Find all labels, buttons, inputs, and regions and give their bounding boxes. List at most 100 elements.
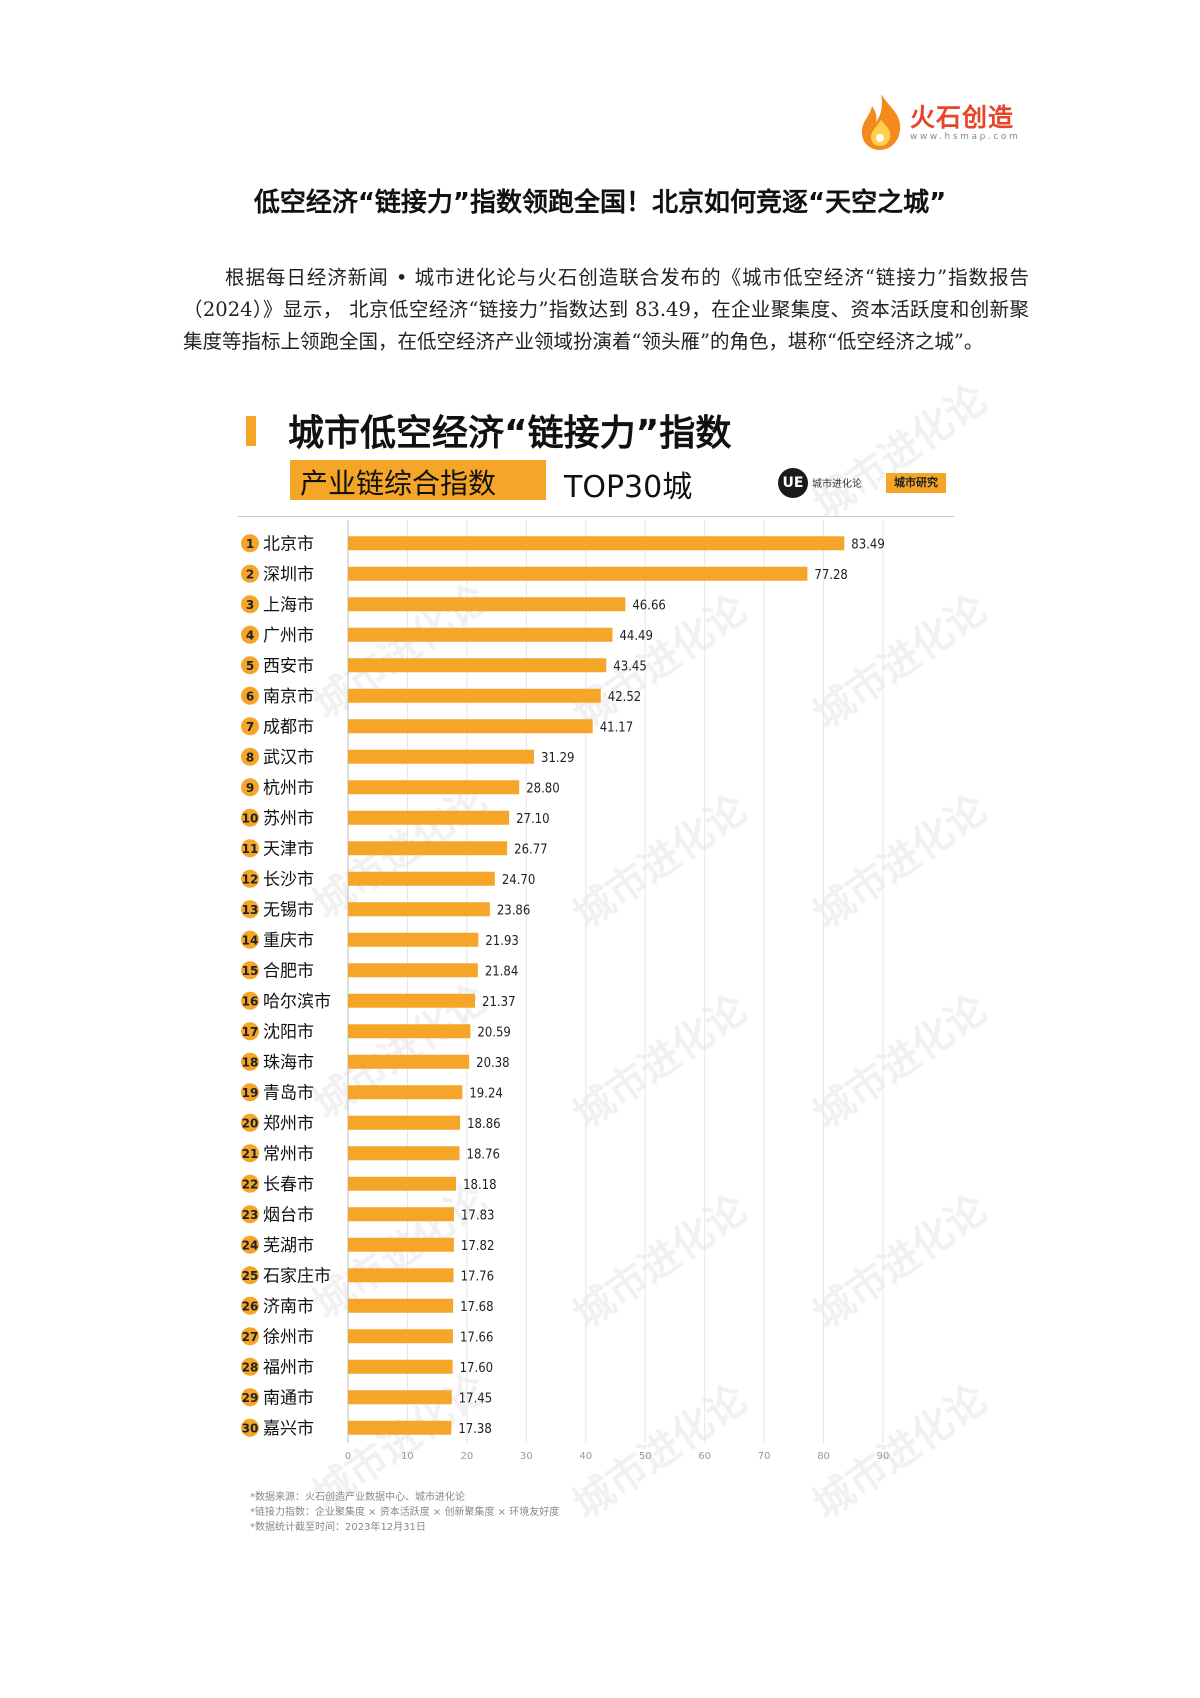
rank-number: 20 (242, 1116, 259, 1130)
city-label: 珠海市 (263, 1053, 314, 1073)
chart-subtitle: 产业链综合指数 (300, 467, 497, 500)
value-label: 23.86 (497, 903, 530, 918)
city-label: 芜湖市 (263, 1236, 314, 1256)
rank-number: 23 (242, 1208, 259, 1222)
rank-number: 5 (246, 659, 254, 673)
city-label: 武汉市 (263, 748, 314, 768)
city-label: 北京市 (263, 534, 314, 554)
logo-url: www.hsmap.com (910, 132, 1021, 142)
city-label: 郑州市 (263, 1114, 314, 1134)
city-label: 烟台市 (263, 1205, 314, 1225)
rank-number: 10 (242, 811, 259, 825)
value-label: 17.38 (458, 1422, 491, 1437)
value-label: 28.80 (526, 781, 559, 796)
rank-badge (241, 839, 259, 858)
city-label: 济南市 (263, 1297, 314, 1317)
rank-number: 21 (242, 1147, 259, 1161)
city-label: 南京市 (263, 687, 314, 707)
bar (348, 963, 478, 978)
flame-logo-icon (861, 94, 901, 150)
rank-badge (241, 1418, 259, 1437)
x-tick-label: 60 (698, 1451, 711, 1462)
value-label: 17.60 (460, 1361, 493, 1376)
city-label: 福州市 (263, 1358, 314, 1378)
city-label: 青岛市 (263, 1083, 314, 1103)
bar (348, 993, 476, 1008)
footnote: *数据统计截至时间：2023年12月31日 (250, 1522, 426, 1533)
bar (348, 1268, 454, 1283)
city-label: 常州市 (263, 1144, 314, 1164)
rank-badge (241, 1388, 259, 1407)
rank-number: 4 (246, 628, 254, 642)
value-label: 19.24 (469, 1086, 502, 1101)
value-label: 21.37 (482, 995, 515, 1010)
rank-badge (241, 1113, 259, 1132)
bar (348, 1115, 461, 1130)
rank-badge (241, 900, 259, 919)
bar (348, 1329, 453, 1344)
document-title: 低空经济“链接力”指数领跑全国！北京如何竞逐“天空之城” (253, 188, 947, 218)
rank-number: 8 (246, 750, 254, 764)
bar (348, 1420, 452, 1435)
rank-number: 16 (242, 994, 259, 1008)
value-label: 17.66 (460, 1330, 493, 1345)
city-label: 上海市 (263, 595, 314, 615)
bar (348, 597, 626, 612)
bar (348, 1298, 454, 1313)
value-label: 77.28 (814, 568, 847, 583)
x-tick-label: 30 (520, 1451, 533, 1462)
bar (348, 871, 495, 886)
rank-number: 29 (242, 1391, 259, 1405)
rank-number: 14 (242, 933, 259, 947)
value-label: 44.49 (619, 629, 652, 644)
bar (348, 841, 508, 856)
city-label: 哈尔滨市 (263, 992, 331, 1012)
rank-badge (241, 564, 259, 583)
bar (348, 658, 607, 673)
bar (348, 902, 490, 917)
bar (348, 627, 613, 642)
x-tick-label: 20 (461, 1451, 474, 1462)
city-label: 长春市 (263, 1175, 314, 1195)
value-label: 20.38 (476, 1056, 509, 1071)
value-label: 17.82 (461, 1239, 494, 1254)
bar (348, 1176, 457, 1191)
bar (348, 749, 535, 764)
value-label: 18.18 (463, 1178, 496, 1193)
value-label: 18.86 (467, 1117, 500, 1132)
rank-number: 25 (242, 1269, 259, 1283)
city-label: 合肥市 (263, 961, 314, 981)
city-label: 南通市 (263, 1388, 314, 1408)
x-tick-label: 70 (758, 1451, 771, 1462)
bar (348, 688, 601, 703)
rank-number: 3 (246, 598, 254, 612)
city-label: 嘉兴市 (263, 1419, 314, 1439)
rank-number: 13 (242, 903, 259, 917)
title-accent-bar (246, 416, 256, 446)
bar (348, 719, 593, 734)
city-label: 徐州市 (263, 1327, 314, 1347)
city-label: 广州市 (263, 626, 314, 646)
x-tick-label: 80 (817, 1451, 830, 1462)
rank-number: 17 (242, 1025, 259, 1039)
rank-badge (241, 1296, 259, 1315)
value-label: 17.76 (461, 1269, 494, 1284)
city-label: 杭州市 (263, 778, 314, 798)
x-tick-label: 10 (401, 1451, 414, 1462)
brand-name: 城市进化论 (812, 479, 862, 490)
rank-badge (241, 778, 259, 797)
ue-brand-icon: UE (778, 468, 808, 498)
bar (348, 566, 808, 581)
value-label: 21.84 (485, 964, 518, 979)
footnotes: *数据来源：火石创造产业数据中心、城市进化论 *链接力指数：企业聚集度 × 资本… (250, 1490, 559, 1535)
city-label: 无锡市 (263, 900, 314, 920)
rank-badge (241, 991, 259, 1010)
rank-badge (241, 1083, 259, 1102)
rank-badge (241, 1144, 259, 1163)
value-label: 24.70 (502, 873, 535, 888)
rank-badge (241, 1174, 259, 1193)
rank-badge (241, 869, 259, 888)
bar (348, 536, 845, 551)
rank-badge (241, 1205, 259, 1224)
rank-number: 24 (242, 1238, 259, 1252)
